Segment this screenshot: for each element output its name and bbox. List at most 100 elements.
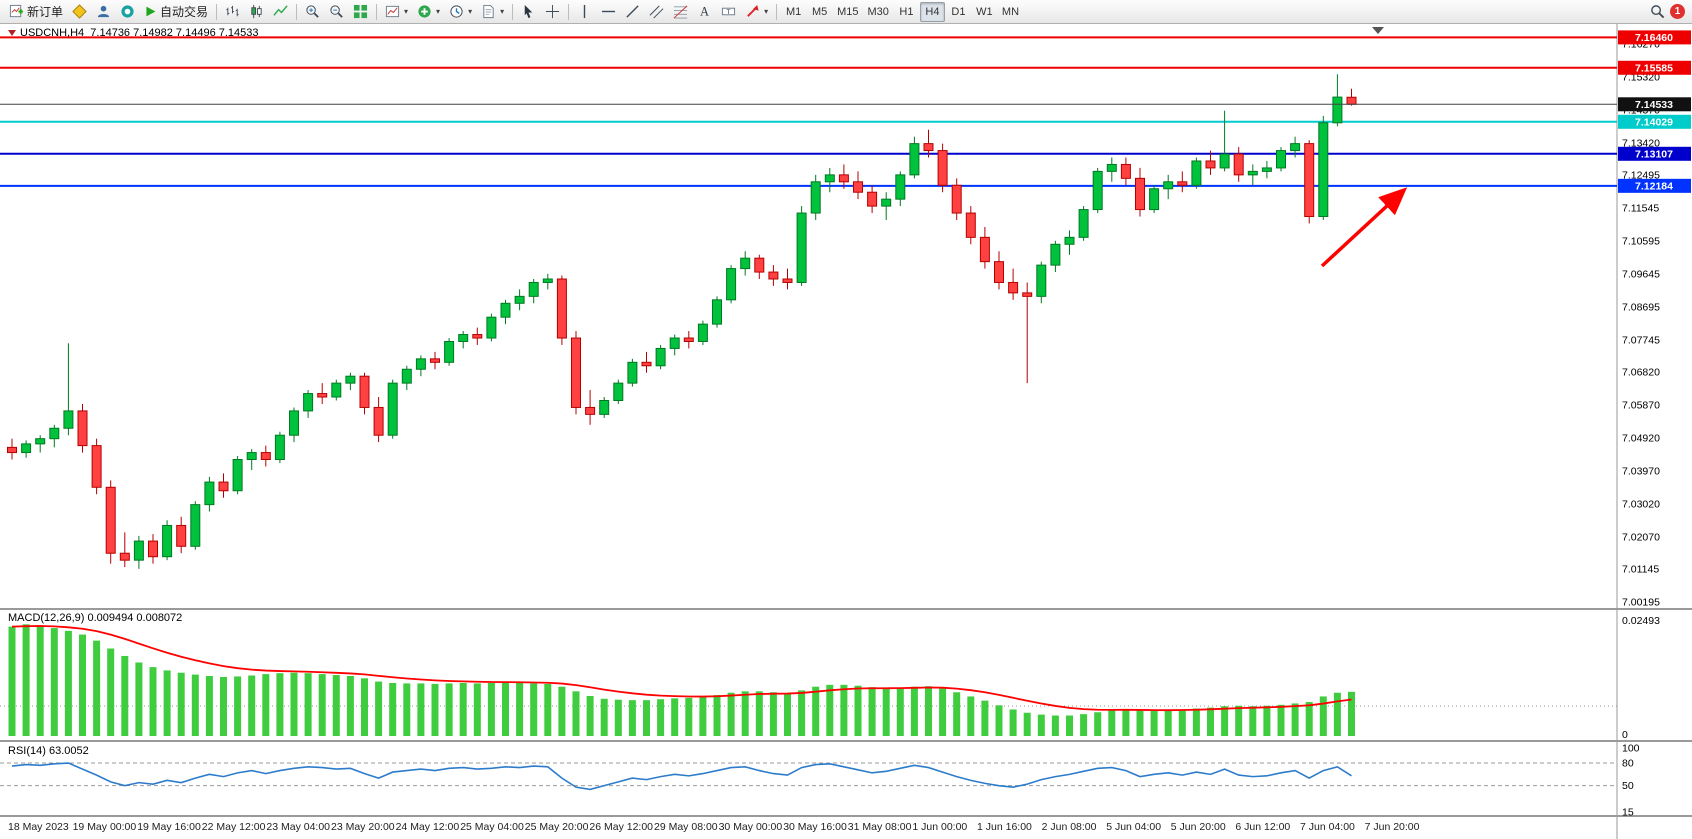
svg-text:24 May 12:00: 24 May 12:00	[396, 821, 460, 833]
rsi-scale[interactable]: 100 80 50 15	[1622, 743, 1640, 819]
candlestick-chart-button[interactable]	[245, 2, 268, 22]
metaeditor-button[interactable]	[68, 2, 91, 22]
zoom-out-button[interactable]	[325, 2, 348, 22]
svg-text:18 May 2023: 18 May 2023	[8, 821, 69, 833]
fibonacci-button[interactable]	[669, 2, 692, 22]
new-order-button[interactable]: 新订单	[5, 2, 67, 22]
svg-text:23 May 04:00: 23 May 04:00	[266, 821, 330, 833]
price-box-7.16460: 7.16460	[1618, 30, 1691, 45]
symbol-ohlc-label: USDCNH,H4 7.14736 7.14982 7.14496 7.1453…	[20, 27, 259, 39]
timeframe-w1-button[interactable]: W1	[972, 2, 997, 22]
svg-text:7.13107: 7.13107	[1635, 148, 1673, 160]
svg-text:19 May 00:00: 19 May 00:00	[73, 821, 137, 833]
new-chart-button[interactable]: ▾	[381, 2, 412, 22]
svg-text:25 May 20:00: 25 May 20:00	[525, 821, 589, 833]
svg-text:7.00195: 7.00195	[1622, 597, 1660, 609]
label-button[interactable]: T	[717, 2, 740, 22]
time-scale[interactable]: 18 May 2023 19 May 00:00 19 May 16:00 22 Ma…	[8, 821, 1420, 833]
timeframe-mn-button[interactable]: MN	[998, 2, 1023, 22]
svg-text:0.02493: 0.02493	[1622, 615, 1660, 627]
vertical-line-button[interactable]	[573, 2, 596, 22]
rsi-label: RSI(14) 63.0052	[8, 745, 89, 757]
line-chart-icon	[273, 5, 288, 16]
bar-chart-button[interactable]	[221, 2, 244, 22]
timeframe-group: M1 M5 M15 M30 H1 H4 D1 W1 MN	[781, 1, 1023, 22]
indicators-button[interactable]: ▾	[413, 2, 444, 22]
market-button[interactable]	[116, 2, 139, 22]
search-button[interactable]	[1646, 2, 1669, 22]
svg-text:7.08695: 7.08695	[1622, 301, 1660, 313]
price-scale[interactable]: 7.162707.153207.143707.134207.124957.115…	[1622, 39, 1660, 609]
zoom-in-icon	[306, 5, 319, 18]
candlestick-chart-icon	[251, 4, 262, 19]
svg-text:7.11545: 7.11545	[1622, 203, 1659, 215]
svg-text:50: 50	[1622, 780, 1634, 792]
rsi-line	[11, 762, 1352, 791]
toolbar-separator	[568, 3, 570, 20]
arrow-object-icon	[747, 4, 759, 17]
svg-text:7.01145: 7.01145	[1622, 564, 1659, 576]
zoom-in-button[interactable]	[301, 2, 324, 22]
svg-text:100: 100	[1622, 743, 1640, 755]
search-icon	[1651, 5, 1665, 19]
macd-scale[interactable]: 0.02493 0	[1622, 615, 1660, 741]
svg-text:7.09645: 7.09645	[1622, 268, 1660, 280]
chart-shift-marker-icon[interactable]	[1372, 27, 1384, 34]
trend-arrow-annotation[interactable]	[1320, 187, 1408, 268]
chevron-down-icon: ▾	[764, 7, 769, 16]
price-box-7.14029: 7.14029	[1618, 114, 1691, 129]
svg-text:7.03020: 7.03020	[1622, 498, 1660, 510]
timeframe-m15-button[interactable]: M15	[833, 2, 862, 22]
timeframe-m5-button[interactable]: M5	[807, 2, 832, 22]
price-box-7.15585: 7.15585	[1618, 60, 1691, 75]
channel-icon	[649, 5, 664, 19]
svg-text:7.14029: 7.14029	[1635, 116, 1673, 128]
autotrading-button[interactable]: 自动交易	[140, 2, 212, 22]
horizontal-line-icon	[602, 10, 616, 13]
line-chart-button[interactable]	[269, 2, 292, 22]
horizontal-line-button[interactable]	[597, 2, 620, 22]
templates-button[interactable]: ▾	[477, 2, 508, 22]
timeframe-h1-button[interactable]: H1	[894, 2, 919, 22]
svg-text:7.10595: 7.10595	[1622, 235, 1660, 247]
svg-text:7.12184: 7.12184	[1635, 180, 1673, 192]
cursor-button[interactable]	[517, 2, 540, 22]
svg-text:7 Jun 04:00: 7 Jun 04:00	[1300, 821, 1355, 833]
price-box-7.12184: 7.12184	[1618, 178, 1691, 193]
svg-text:2 Jun 08:00: 2 Jun 08:00	[1042, 821, 1097, 833]
profile-button[interactable]	[92, 2, 115, 22]
crosshair-button[interactable]	[541, 2, 564, 22]
new-order-icon	[9, 4, 24, 18]
svg-text:7 Jun 20:00: 7 Jun 20:00	[1365, 821, 1420, 833]
toolbar-separator	[512, 3, 514, 20]
notification-badge[interactable]: 1	[1670, 4, 1685, 19]
timeframe-h4-button[interactable]: H4	[919, 1, 945, 22]
chart-canvas[interactable]: 7.162707.153207.143707.134207.124957.115…	[0, 24, 1692, 839]
svg-text:5 Jun 04:00: 5 Jun 04:00	[1106, 821, 1161, 833]
svg-text:15: 15	[1622, 807, 1634, 819]
svg-text:7.05870: 7.05870	[1622, 400, 1660, 412]
svg-text:25 May 04:00: 25 May 04:00	[460, 821, 524, 833]
candles	[7, 74, 1357, 569]
svg-text:7.13420: 7.13420	[1622, 137, 1660, 149]
svg-text:7.12495: 7.12495	[1622, 170, 1660, 182]
macd-indicator	[0, 624, 1617, 736]
timeframe-m1-button[interactable]: M1	[781, 2, 806, 22]
trendline-button[interactable]	[621, 2, 644, 22]
svg-text:22 May 12:00: 22 May 12:00	[202, 821, 266, 833]
text-icon: A	[700, 5, 709, 19]
svg-text:7.15585: 7.15585	[1635, 62, 1673, 74]
timeframe-d1-button[interactable]: D1	[946, 2, 971, 22]
arrows-button[interactable]: ▾	[741, 2, 772, 22]
profile-icon	[97, 5, 110, 18]
templates-icon	[483, 4, 494, 19]
main-toolbar: 新订单 自动交易	[0, 0, 1692, 24]
periods-button[interactable]: ▾	[445, 2, 476, 22]
timeframe-m30-button[interactable]: M30	[864, 2, 893, 22]
tile-windows-button[interactable]	[349, 2, 372, 22]
toolbar-separator	[296, 3, 298, 20]
svg-text:19 May 16:00: 19 May 16:00	[137, 821, 201, 833]
channel-button[interactable]	[645, 2, 668, 22]
svg-text:30 May 00:00: 30 May 00:00	[719, 821, 783, 833]
text-button[interactable]: A	[693, 2, 716, 22]
